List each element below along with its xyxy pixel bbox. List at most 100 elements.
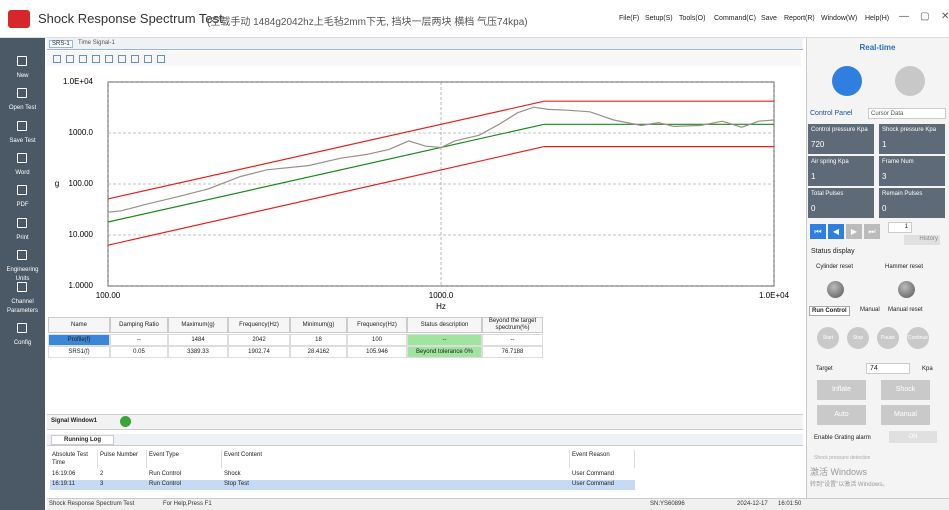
toolbar-icon[interactable] — [144, 55, 152, 63]
tab[interactable]: SRS-1 — [49, 40, 73, 48]
series-line — [107, 123, 774, 223]
signal-window-tab[interactable]: Signal Window1 — [51, 418, 97, 424]
sidebar-icon[interactable] — [17, 323, 27, 333]
sidebar-label[interactable]: Channel Parameters — [6, 299, 38, 314]
table-cell: Beyond tolerance 0% — [407, 346, 482, 358]
table-cell: 1902.74 — [228, 346, 290, 358]
action-button[interactable]: Manual — [881, 405, 930, 425]
sidebar-icon[interactable] — [17, 218, 27, 228]
toolbar-icon[interactable] — [118, 55, 126, 63]
status-text: 16:01:50 — [778, 501, 802, 507]
y-tick-label: 10.000 — [69, 230, 94, 239]
nav-button[interactable]: ⏮ — [810, 224, 826, 239]
detection-checkbox[interactable]: Shock pressure detection — [814, 455, 871, 461]
readout-cell — [879, 156, 945, 186]
add-window-button[interactable] — [120, 416, 131, 427]
sidebar-label[interactable]: New — [16, 73, 29, 79]
log-header: Event Type — [147, 450, 222, 468]
nav-button[interactable]: ▶ — [846, 224, 862, 239]
table-header: Minimum(g) — [290, 317, 347, 333]
nav-input[interactable]: 1 — [888, 222, 912, 233]
table-cell: 3389.33 — [168, 346, 228, 358]
watermark: 激活 Windows — [810, 467, 868, 477]
log-cell: Shock — [222, 470, 570, 480]
sidebar-icon[interactable] — [17, 56, 27, 66]
menu-item[interactable]: Setup(S) — [645, 15, 673, 22]
nav-button[interactable]: ◀ — [828, 224, 844, 239]
nav-button[interactable]: ⏭ — [864, 224, 880, 239]
log-cell: Stop Test — [222, 480, 570, 490]
sidebar-icon[interactable] — [17, 153, 27, 163]
status-bar — [47, 498, 949, 510]
action-button[interactable]: Inflate — [817, 380, 866, 400]
grating-toggle[interactable]: ON — [889, 431, 937, 443]
sidebar-label[interactable]: Word — [15, 170, 30, 176]
sidebar-label[interactable]: PDF — [16, 202, 29, 208]
log-cell: User Command — [570, 480, 635, 490]
toolbar-icon[interactable] — [66, 55, 74, 63]
run-button[interactable]: Pause — [877, 327, 899, 349]
status-text: SN:YS60896 — [650, 501, 685, 507]
sidebar-icon[interactable] — [17, 88, 27, 98]
sidebar-icon[interactable] — [17, 250, 27, 260]
readout-cell — [808, 124, 874, 154]
sidebar-icon[interactable] — [17, 121, 27, 131]
action-button[interactable]: Shock — [881, 380, 930, 400]
readout-cell — [808, 188, 874, 218]
log-cell: 3 — [98, 480, 147, 490]
run-button[interactable]: Stop — [847, 327, 869, 349]
table-cell: 28.4162 — [290, 346, 347, 358]
sidebar-icon[interactable] — [17, 185, 27, 195]
run-button[interactable]: Start — [817, 327, 839, 349]
toolbar-icon[interactable] — [53, 55, 61, 63]
toolbar-icon[interactable] — [157, 55, 165, 63]
sidebar-label[interactable]: Engineering Units — [6, 267, 39, 282]
readout-value: 720 — [811, 140, 825, 149]
action-button[interactable]: Auto — [817, 405, 866, 425]
tab[interactable]: Time Signal-1 — [78, 40, 115, 46]
toolbar-icon[interactable] — [92, 55, 100, 63]
toolbar-icon[interactable] — [105, 55, 113, 63]
menu-item[interactable]: Tools(O) — [679, 15, 706, 22]
menu-item[interactable]: Command(C) — [714, 15, 757, 22]
sidebar-icon[interactable] — [17, 282, 27, 292]
readout-label: Remain Pulses — [882, 191, 923, 197]
sidebar-label[interactable]: Open Test — [8, 105, 37, 111]
sidebar-label[interactable]: Config — [13, 340, 32, 346]
toolbar-icon[interactable] — [79, 55, 87, 63]
run-tab[interactable]: Run Control — [809, 306, 850, 316]
target-label: Target — [816, 366, 833, 372]
readout-value: 0 — [882, 204, 887, 213]
menu-item[interactable]: Save — [761, 15, 777, 22]
status-text: Shock Response Spectrum Test — [49, 501, 135, 507]
table-header: Status description — [407, 317, 482, 333]
window-control[interactable]: ✕ — [941, 11, 949, 22]
cursor-dropdown[interactable]: Cursor Data — [868, 108, 946, 119]
table-cell: -- — [482, 334, 543, 346]
status-text: For Help,Press F1 — [163, 501, 212, 507]
log-tab[interactable]: Running Log — [51, 435, 114, 445]
log-cell: 2 — [98, 470, 147, 480]
menu-item[interactable]: Help(H) — [865, 15, 890, 22]
run-tab[interactable]: Manual — [860, 307, 880, 313]
run-button[interactable]: Continue — [907, 327, 929, 349]
sidebar-label[interactable]: Print — [16, 235, 29, 241]
readout-label: Frame Num — [882, 159, 914, 165]
window-control[interactable]: — — [899, 11, 909, 22]
run-tab[interactable]: Manual reset — [888, 307, 923, 313]
target-input[interactable]: 74 — [866, 363, 910, 374]
history-toggle[interactable]: History — [904, 235, 940, 245]
y-axis-label: g — [55, 179, 59, 188]
toolbar-icon[interactable] — [131, 55, 139, 63]
play-button[interactable] — [832, 66, 862, 96]
menu-item[interactable]: Window(W) — [821, 15, 858, 22]
status-label: Hammer reset — [885, 264, 924, 270]
tab-bar — [47, 38, 803, 50]
menu-item[interactable]: File(F) — [619, 15, 640, 22]
menu-item[interactable]: Report(R) — [784, 15, 815, 22]
stop-button[interactable] — [895, 66, 925, 96]
window-control[interactable]: ▢ — [920, 11, 930, 22]
table-header: Frequency(Hz) — [228, 317, 290, 333]
sidebar-label[interactable]: Save Test — [9, 138, 36, 144]
